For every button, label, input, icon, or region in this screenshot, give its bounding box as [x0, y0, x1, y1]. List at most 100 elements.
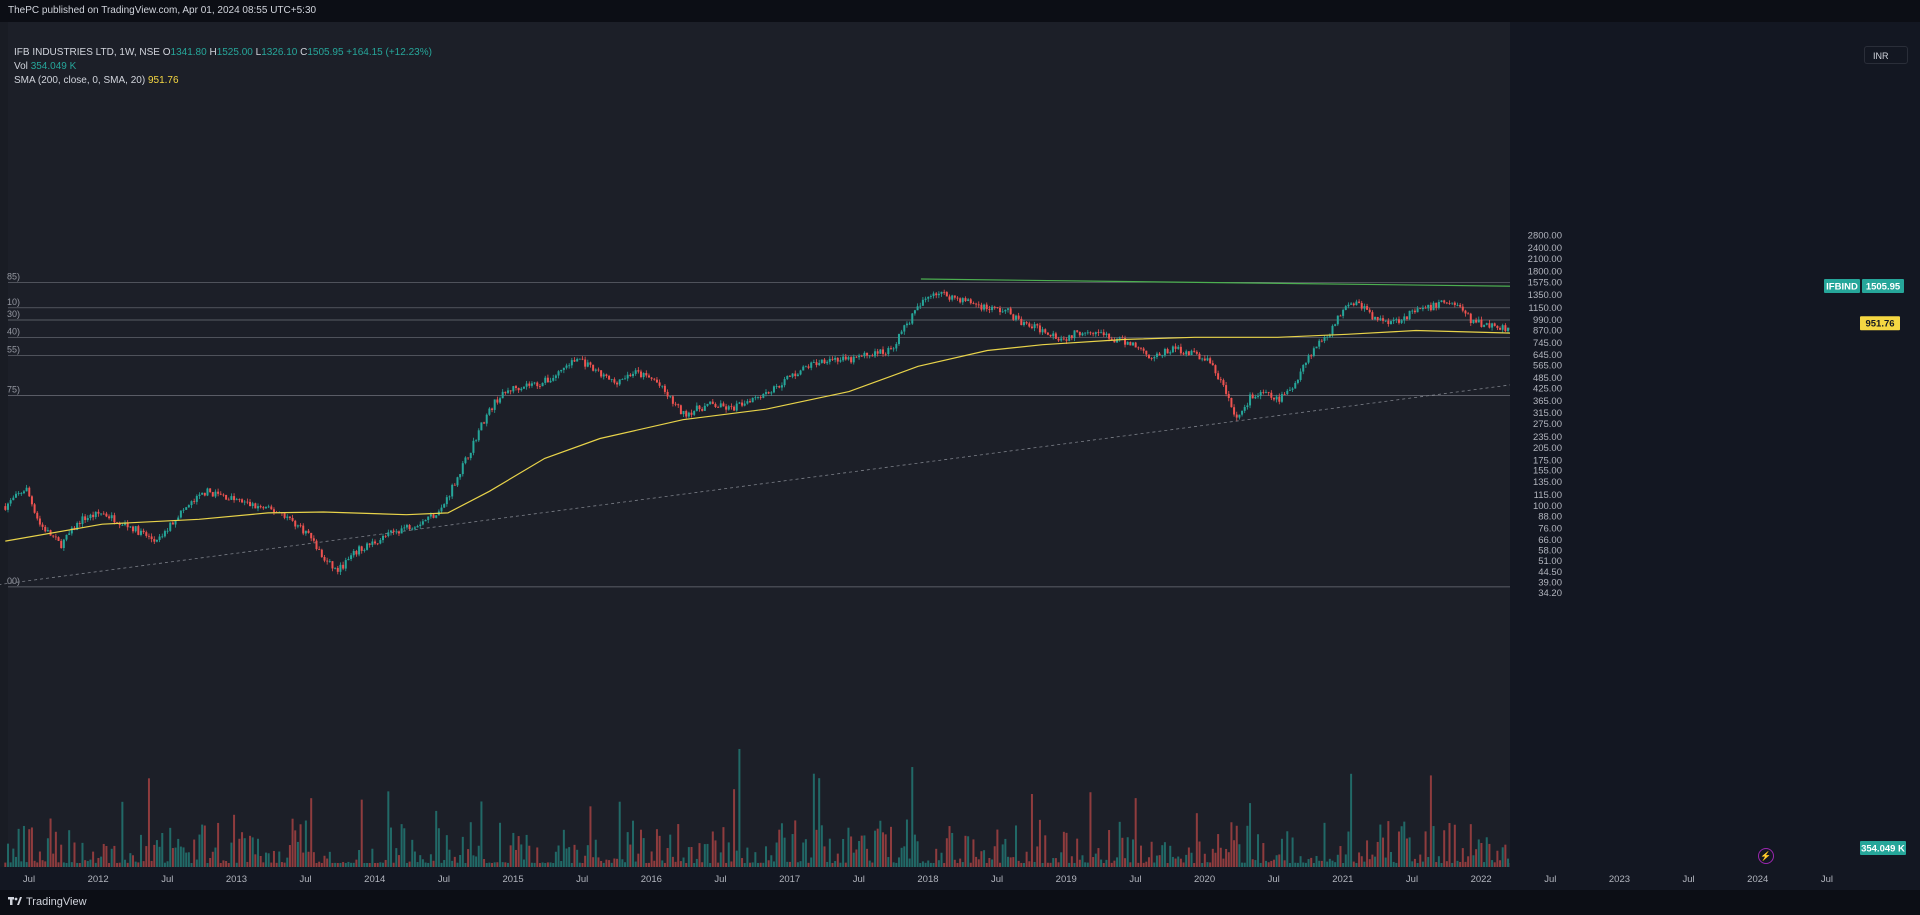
candle-body [701, 409, 704, 411]
volume-bar [1259, 862, 1262, 867]
candle-body [1299, 371, 1302, 380]
candle-body [38, 518, 41, 525]
volume-bar [690, 847, 693, 867]
candle-body [294, 520, 297, 527]
currency-button[interactable]: INR [1864, 46, 1908, 64]
volume-bar [206, 862, 209, 867]
volume-bar [879, 820, 882, 867]
candle-body [355, 551, 358, 555]
volume-bar [624, 862, 627, 867]
candle-body [360, 546, 363, 551]
candle-body [429, 514, 432, 517]
volume-bar [166, 861, 169, 867]
volume-bar [243, 838, 246, 867]
volume-bar [629, 844, 632, 867]
candle-body [376, 543, 379, 545]
candle-body [1187, 351, 1190, 356]
volume-bar [352, 862, 355, 867]
volume-bar [831, 862, 834, 867]
volume-bar [52, 853, 55, 867]
candle-body [1347, 304, 1350, 307]
volume-bar [376, 862, 379, 867]
volume-bar [155, 840, 158, 867]
volume-bar [924, 862, 927, 867]
candle-body [850, 357, 853, 363]
candle-body [879, 349, 882, 354]
candle-body [866, 352, 869, 356]
candle-body [1464, 310, 1467, 314]
volume-bar [288, 845, 291, 867]
candle-body [1219, 379, 1222, 381]
candle-body [610, 379, 613, 381]
candle-body [389, 530, 392, 533]
volume-bar [44, 861, 47, 867]
candle-body [533, 382, 536, 384]
candle-body [948, 296, 951, 300]
candle-body [1198, 353, 1201, 360]
footer-brand: TradingView [26, 896, 87, 908]
candle-body [855, 356, 858, 358]
candle-body [187, 505, 190, 508]
volume-bar [1355, 862, 1358, 867]
candle-body [185, 507, 188, 510]
candle-body [1334, 324, 1337, 326]
volume-bar [1376, 841, 1379, 867]
candle-body [632, 373, 635, 377]
x-tick-label: 2013 [226, 874, 247, 885]
volume-bar [911, 767, 914, 867]
volume-bar [1014, 825, 1017, 867]
volume-bar [382, 862, 385, 867]
y-tick-label: 175.00 [1533, 456, 1562, 467]
candle-body [1445, 302, 1448, 304]
volume-bar [1280, 838, 1283, 867]
volume-bar [366, 862, 369, 867]
volume-bar [392, 862, 395, 867]
candle-body [1387, 320, 1390, 325]
candle-body [339, 564, 342, 572]
candle-body [1086, 332, 1089, 334]
candle-body [1014, 315, 1017, 320]
volume-bar [520, 844, 523, 867]
volume-bar [866, 848, 869, 867]
volume-bar [254, 854, 257, 867]
candle-body [363, 549, 366, 551]
lightning-icon[interactable]: ⚡ [1758, 848, 1774, 864]
candle-body [1483, 324, 1486, 327]
volume-bar [783, 837, 786, 867]
candle-body [1054, 333, 1057, 339]
volume-bar [1211, 848, 1214, 867]
volume-bar [270, 862, 273, 867]
candle-body [743, 403, 746, 406]
candle-body [384, 535, 387, 537]
volume-bar [1352, 861, 1355, 867]
volume-bar [993, 846, 996, 867]
volume-bar [1150, 841, 1153, 867]
volume-bar [1241, 862, 1244, 867]
candle-body [78, 523, 81, 525]
volume-bar [1270, 860, 1273, 867]
volume-bar [921, 861, 924, 867]
volume-bar [730, 861, 733, 867]
volume-bar [1187, 847, 1190, 867]
candle-body [137, 526, 140, 535]
candle-body [1342, 309, 1345, 316]
volume-bar [296, 841, 299, 867]
candle-body [754, 397, 757, 399]
volume-bar [1453, 824, 1456, 867]
volume-bar [403, 828, 406, 867]
chart-area[interactable]: 85) 10) 30) 40) 55) 75) 00) 2800.00 2400.00 2100.… [0, 22, 1920, 890]
volume-bar [241, 832, 244, 867]
candle-body [980, 304, 983, 310]
volume-bar [887, 857, 890, 867]
candle-body [1230, 397, 1233, 408]
candle-body [592, 364, 595, 371]
x-tick-label: Jul [1129, 874, 1141, 885]
volume-bar [12, 848, 15, 867]
candle-body [972, 303, 975, 304]
volume-bar [1318, 860, 1321, 867]
candle-body [243, 501, 246, 503]
price-chart[interactable]: 85) 10) 30) 40) 55) 75) 00) 2800.002400.002100.… [0, 22, 1920, 890]
volume-bar [445, 835, 448, 867]
volume-bar [1238, 844, 1241, 867]
candle-body [230, 496, 233, 500]
